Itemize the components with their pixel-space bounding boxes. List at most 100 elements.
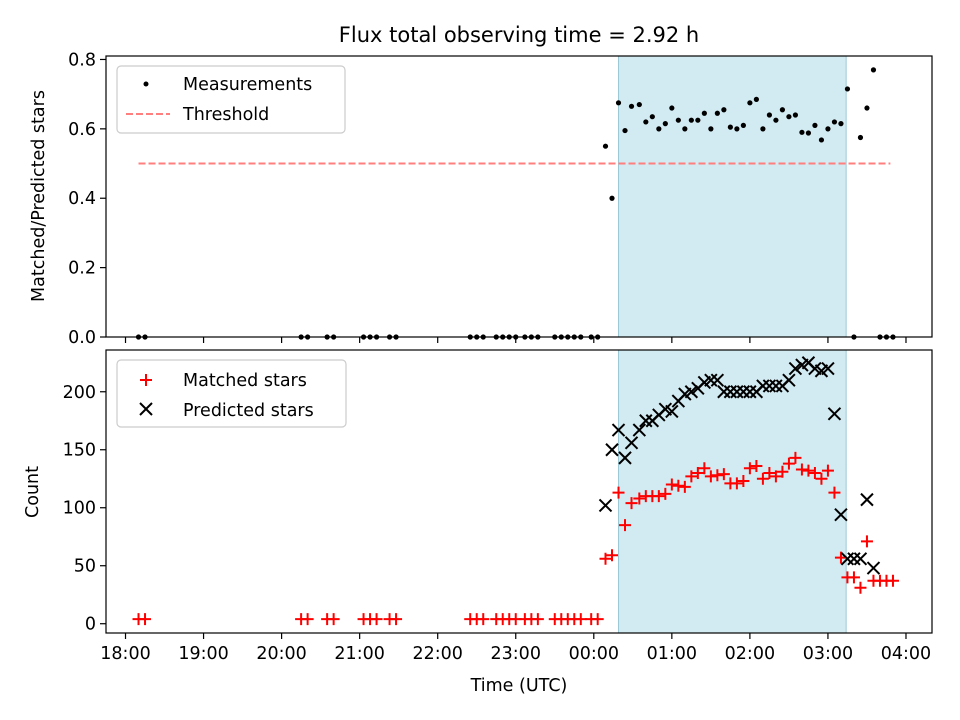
measurement-point [609, 195, 615, 201]
measurement-point [602, 143, 609, 149]
predicted-stars-point [821, 361, 835, 376]
predicted-stars-point [866, 561, 881, 575]
y-tick-label: 0.0 [68, 328, 96, 348]
predicted-stars-point [710, 373, 725, 387]
matched-stars-point [828, 486, 841, 499]
matched-stars-point [808, 466, 821, 479]
x-axis-label: Time (UTC) [470, 676, 568, 696]
matched-stars-point [704, 470, 717, 483]
measurement-point [649, 114, 655, 120]
measurement-point [838, 121, 844, 127]
predicted-stars-point [605, 443, 619, 457]
matched-stars-point [750, 459, 763, 472]
measurement-point [740, 122, 746, 128]
measurement-point [799, 129, 805, 135]
top-panel-y-axis-label: Matched/Predicted stars [29, 90, 49, 302]
measurement-point [831, 119, 838, 125]
matched-stars-point [802, 464, 815, 477]
matched-stars-point [665, 478, 678, 491]
predicted-stars-point [788, 361, 803, 376]
matched-stars-point [301, 613, 314, 626]
matched-stars-point [769, 470, 782, 483]
measurement-point [753, 96, 759, 102]
matched-stars-point [737, 475, 750, 488]
y-tick-label: 0 [85, 615, 96, 635]
predicted-stars-point [717, 385, 731, 399]
measurement-point [675, 117, 681, 123]
matched-stars-point [789, 451, 802, 464]
x-tick-label: 00:00 [569, 644, 619, 664]
measurement-point [662, 121, 668, 127]
x-tick-label: 23:00 [491, 644, 541, 664]
measurement-point [870, 67, 877, 73]
matched-stars-point [370, 613, 383, 626]
measurement-point [695, 117, 701, 123]
measurement-point [792, 112, 799, 118]
predicted-stars-point [743, 385, 757, 399]
predicted-stars-point [665, 404, 679, 419]
measurement-point [656, 126, 662, 132]
measurement-point [864, 105, 870, 111]
measurement-point [825, 126, 831, 132]
measurement-point [779, 107, 786, 113]
matched-stars-point [763, 466, 776, 479]
predicted-stars-point [834, 507, 848, 522]
x-tick-label: 18:00 [100, 644, 150, 664]
predicted-stars-point [756, 379, 770, 393]
matched-stars-point [606, 549, 619, 562]
predicted-stars-point [723, 385, 738, 399]
y-tick-label: 0.4 [68, 189, 96, 209]
top-panel-legend: Measurements Threshold [116, 65, 346, 134]
matched-stars-point [756, 472, 769, 485]
measurement-point [708, 126, 714, 132]
predicted-stars-point [730, 385, 744, 399]
matched-stars-point [390, 613, 403, 626]
legend-predicted-marker [139, 402, 153, 416]
legend-threshold-label: Threshold [182, 105, 269, 125]
measurement-point [701, 110, 707, 116]
measurement-point [615, 100, 622, 106]
matched-stars-point [782, 457, 795, 470]
y-tick-label: 0.6 [68, 120, 96, 140]
matched-stars-point [743, 462, 756, 475]
top-panel-frame [105, 55, 933, 338]
legend-matched-marker [140, 374, 152, 386]
bottom-panel-legend-box [116, 359, 347, 428]
matched-stars-point [659, 487, 672, 500]
matched-stars-point [717, 468, 730, 481]
bottom-panel-legend: Matched stars Predicted stars [116, 359, 347, 428]
matched-stars-point [854, 581, 867, 594]
matched-stars-point [860, 535, 873, 548]
matched-stars-point [599, 552, 612, 565]
top-panel-legend-box [116, 65, 346, 134]
matched-stars-point [847, 571, 860, 584]
matched-stars-point [633, 492, 646, 505]
predicted-stars-point [853, 552, 868, 566]
predicted-stars-point [598, 498, 613, 513]
predicted-stars-point [769, 379, 783, 393]
figure-title: Flux total observing time = 2.92 h [339, 23, 699, 47]
matched-stars-point [698, 462, 711, 475]
matched-stars-point [139, 613, 152, 626]
observing-interval-band [618, 55, 847, 338]
matched-stars-point [776, 465, 789, 478]
matched-stars-point [691, 466, 704, 479]
matched-stars-point [821, 464, 834, 477]
legend-predicted-label: Predicted stars [183, 401, 314, 421]
measurement-point [805, 130, 812, 136]
matched-stars-point [730, 477, 743, 490]
x-tick-label: 19:00 [178, 644, 228, 664]
matched-stars-point [619, 519, 632, 532]
measurement-point [773, 117, 779, 123]
predicted-stars-point [782, 373, 796, 387]
x-tick-label: 21:00 [334, 644, 384, 664]
predicted-stars-point [611, 423, 626, 437]
measurement-point [786, 114, 792, 120]
measurement-point [688, 117, 694, 123]
matched-stars-point [612, 486, 625, 499]
matched-stars-point [327, 613, 340, 626]
predicted-stars-point [624, 436, 639, 450]
measurement-point [844, 86, 851, 92]
legend-measurements-label: Measurements [183, 75, 312, 95]
